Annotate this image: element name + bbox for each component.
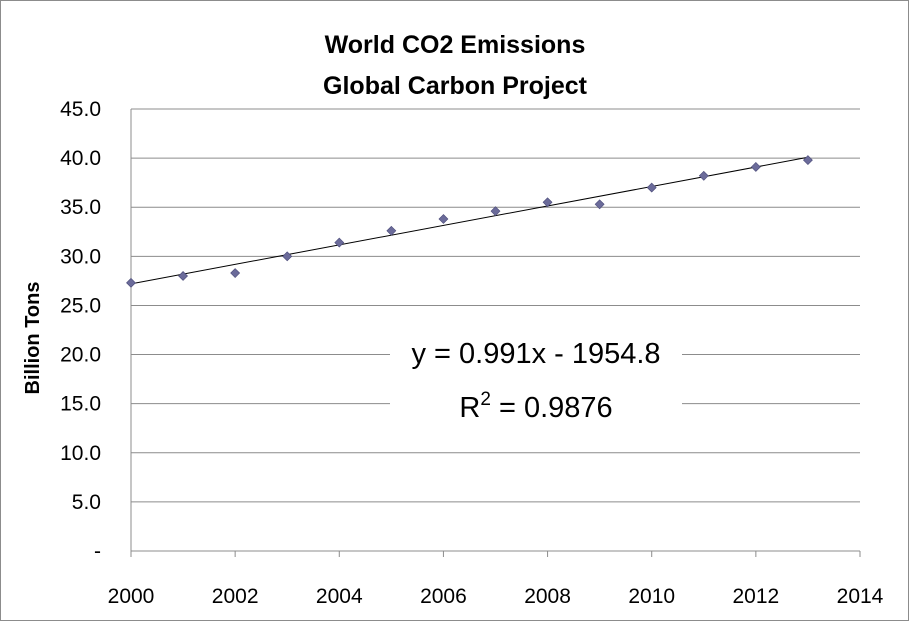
x-tick-label: 2010 bbox=[628, 585, 675, 608]
y-tick-label: 20.0 bbox=[60, 344, 101, 367]
y-tick-label: 45.0 bbox=[60, 98, 101, 121]
y-tick-label: 35.0 bbox=[60, 196, 101, 219]
x-tick-label: 2004 bbox=[316, 585, 363, 608]
trendline bbox=[130, 156, 809, 285]
y-tick-label: - bbox=[94, 540, 101, 563]
x-tick-label: 2008 bbox=[524, 585, 571, 608]
data-points bbox=[126, 155, 813, 288]
data-point bbox=[594, 199, 605, 210]
r-squared-prefix: R bbox=[459, 392, 480, 424]
x-tick-label: 2002 bbox=[212, 585, 259, 608]
y-tick-label: 15.0 bbox=[60, 393, 101, 416]
y-tick-label: 40.0 bbox=[60, 147, 101, 170]
y-tick-label: 5.0 bbox=[72, 491, 101, 514]
x-tick-labels: 2000 2002 2004 2006 2008 2010 2012 2014 bbox=[108, 585, 884, 608]
y-tick-label: 25.0 bbox=[60, 294, 101, 317]
y-axis-label: Billion Tons bbox=[22, 282, 44, 395]
chart-title: World CO2 Emissions bbox=[325, 31, 586, 59]
data-point bbox=[386, 225, 397, 236]
gridlines bbox=[131, 108, 860, 503]
trendline-equation: y = 0.991x - 1954.8 bbox=[411, 338, 660, 370]
data-point bbox=[178, 271, 188, 281]
x-tick-label: 2014 bbox=[837, 585, 884, 608]
x-tick-label: 2000 bbox=[108, 585, 155, 608]
data-point bbox=[334, 237, 345, 248]
r-squared-label: R2 = 0.9876 bbox=[459, 389, 612, 424]
data-point bbox=[438, 214, 449, 224]
data-point bbox=[803, 155, 813, 165]
x-tick-label: 2006 bbox=[420, 585, 467, 608]
data-point bbox=[750, 162, 761, 172]
r-squared-superscript: 2 bbox=[480, 389, 491, 410]
chart-subtitle: Global Carbon Project bbox=[323, 72, 588, 100]
r-squared-value: = 0.9876 bbox=[491, 392, 613, 424]
y-tick-labels: - 5.0 10.0 15.0 20.0 25.0 30.0 35.0 40.0 45.0 bbox=[60, 98, 101, 563]
data-point bbox=[126, 277, 136, 288]
data-point bbox=[230, 268, 241, 278]
data-point bbox=[490, 206, 501, 217]
equation-label-background bbox=[390, 335, 682, 435]
data-point bbox=[542, 197, 553, 208]
data-point bbox=[698, 170, 709, 181]
data-point bbox=[646, 182, 657, 193]
data-point bbox=[282, 251, 293, 262]
y-tick-label: 30.0 bbox=[60, 245, 101, 268]
y-tick-label: 10.0 bbox=[60, 442, 101, 465]
x-tick-label: 2012 bbox=[732, 585, 779, 608]
axes bbox=[130, 109, 861, 557]
